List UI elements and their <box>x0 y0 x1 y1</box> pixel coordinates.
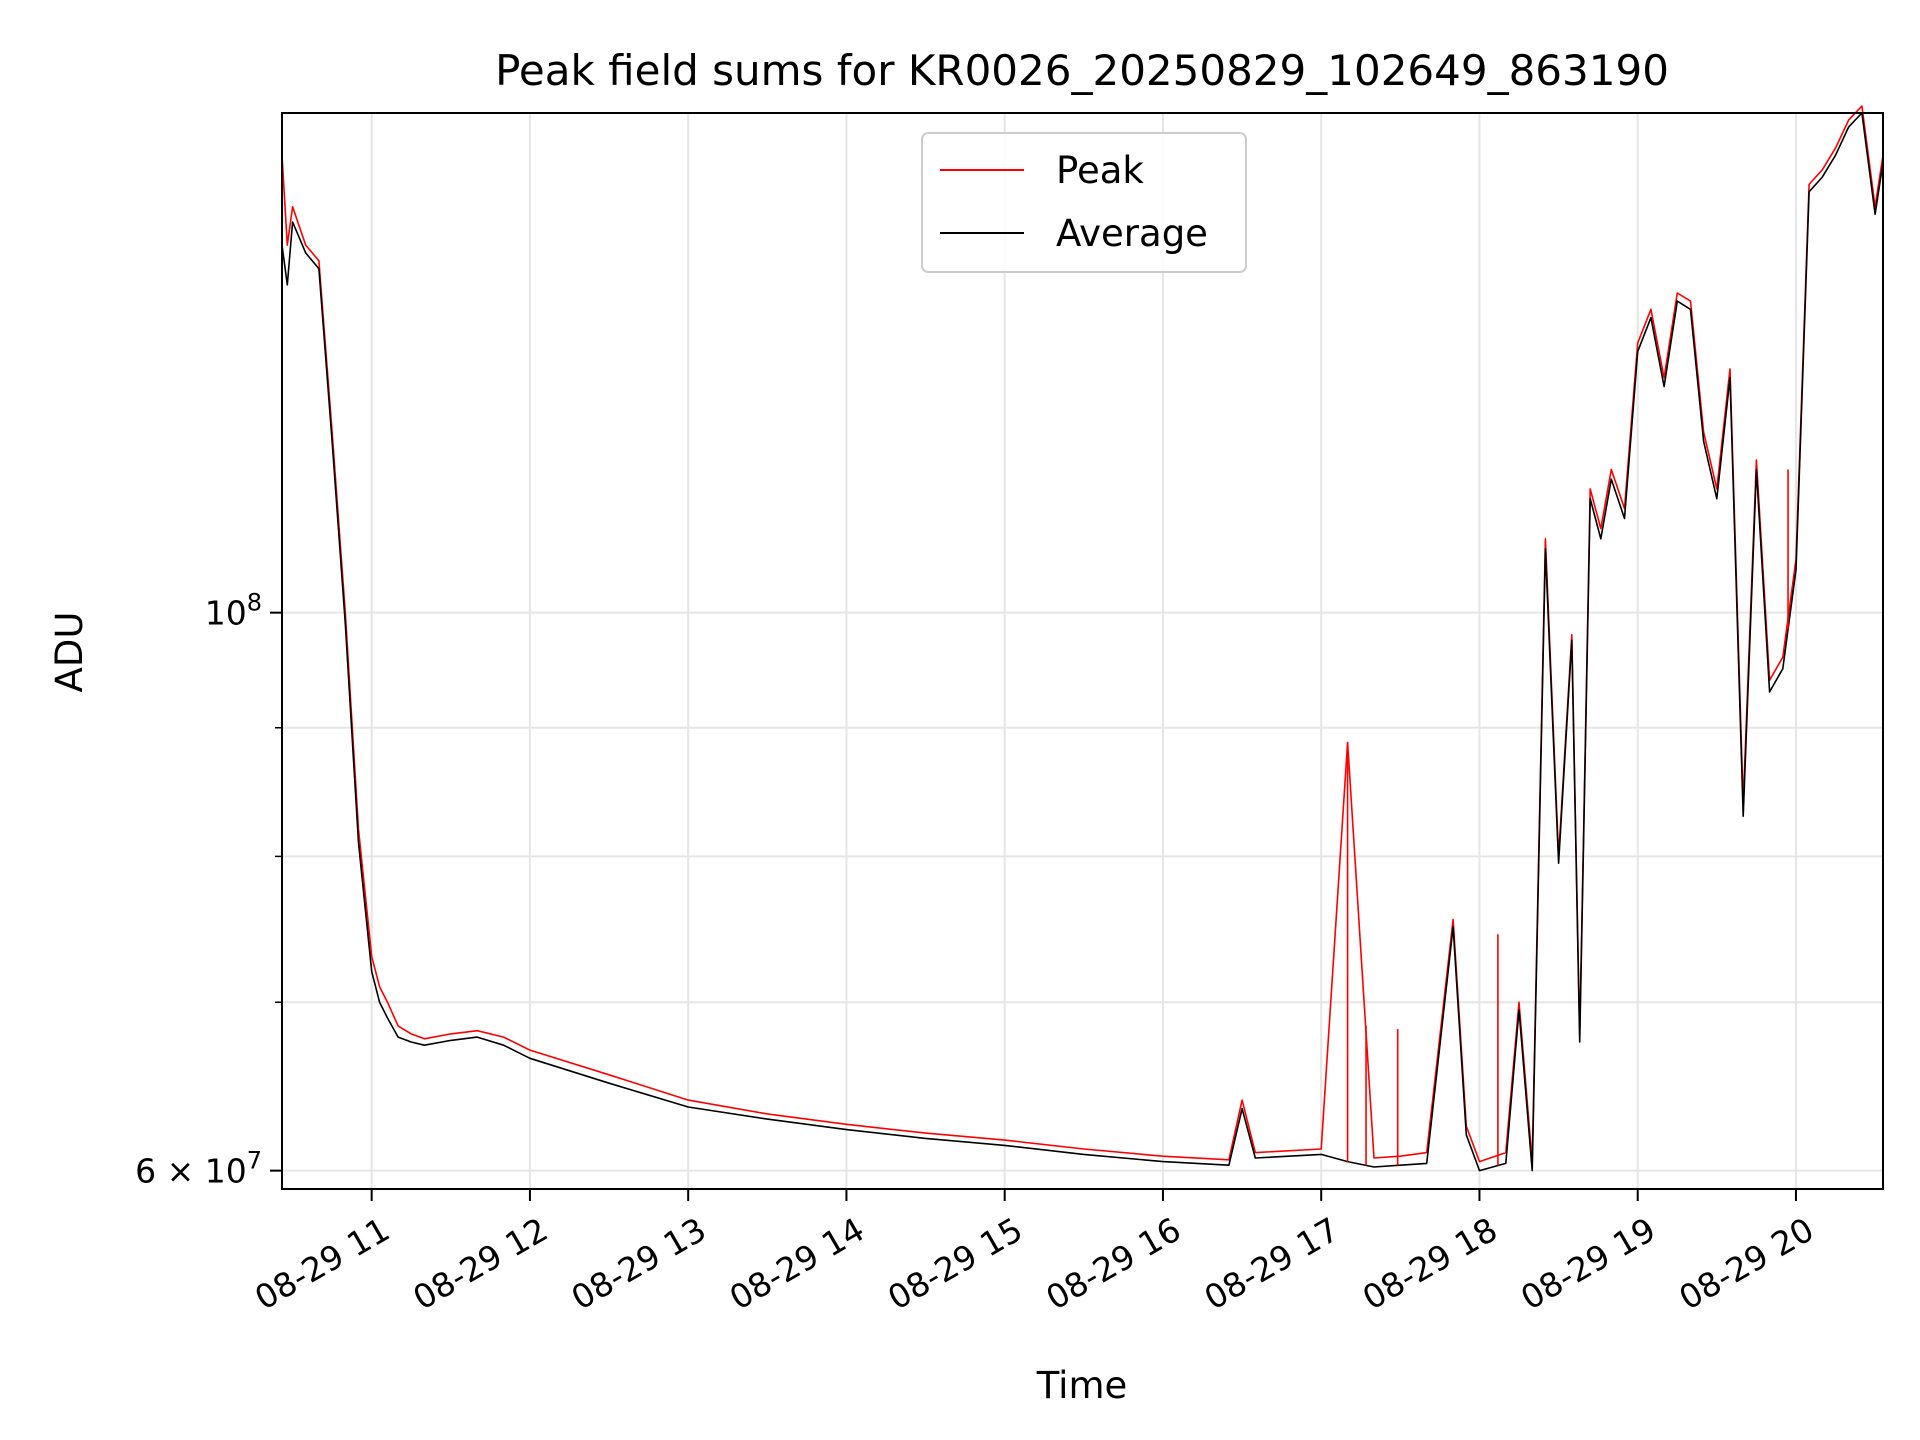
y-tick-mantissa: 6 × <box>135 1152 205 1191</box>
plot-area <box>281 105 1884 1172</box>
y-tick-label: 6 × 107 <box>135 1147 262 1191</box>
y-tick-exponent: 8 <box>247 589 262 617</box>
gridlines <box>282 113 1883 1189</box>
y-tick-label: 108 <box>205 589 262 633</box>
legend-box <box>921 132 1247 273</box>
y-tick-base: 10 <box>205 594 247 633</box>
legend-peak-label: Peak <box>1056 149 1144 192</box>
y-tick-exponent: 7 <box>247 1147 262 1175</box>
axes-frame <box>281 112 1884 1190</box>
y-axis-label: ADU <box>48 612 91 693</box>
x-axis-label: Time <box>1036 1364 1128 1407</box>
chart-title: Peak field sums for KR0026_20250829_1026… <box>495 46 1669 95</box>
legend-average-label: Average <box>1056 212 1208 255</box>
y-tick-base: 10 <box>205 1152 247 1191</box>
series-line-average <box>281 112 1884 1172</box>
legend: Peak Average <box>921 132 1247 273</box>
